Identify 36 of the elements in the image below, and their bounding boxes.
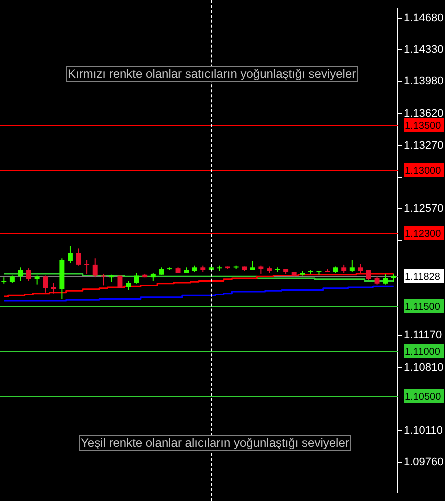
candlestick [118, 275, 123, 289]
candlestick [250, 260, 256, 271]
y-tick-label: 1.11170 [404, 329, 442, 342]
candlestick [92, 258, 98, 278]
candlestick [26, 268, 32, 282]
y-tick-label: 1.13270 [404, 140, 444, 152]
candlestick [51, 282, 56, 294]
y-tick-label: 1.10110 [404, 425, 443, 438]
annotation: Kırmızı renkte olanlar satıcıların yoğunlaştığı seviyeler [66, 66, 358, 82]
ref-line-label: 1.11000 [405, 346, 441, 358]
ref-line-label: 1.10500 [405, 392, 442, 403]
ref-line-label: 1.12300 [405, 228, 442, 240]
ref-line-label: 1.11828 [405, 272, 441, 283]
candlestick [34, 275, 40, 286]
y-tick-label: 1.14680 [404, 12, 444, 25]
annotation: Yeşil renkte olanlar alıcıların yoğunlaştığı seviyeler [79, 435, 352, 451]
ref-line-label: 1.11500 [405, 302, 441, 313]
candlestick [68, 245, 73, 264]
candlestick [358, 264, 364, 274]
candlestick [76, 248, 82, 266]
y-tick-label: 1.09760 [404, 456, 444, 469]
candlestick [383, 273, 388, 286]
ref-line-label: 1.13500 [405, 120, 442, 132]
y-tick-label: 1.13980 [404, 76, 444, 88]
candlestick [126, 280, 132, 291]
candlestick [43, 275, 48, 294]
y-tick-label: 1.10810 [404, 362, 444, 374]
candlestick [350, 260, 355, 273]
y-tick-label: 1.12570 [404, 203, 444, 216]
candlestick [84, 260, 90, 274]
candlestick [18, 267, 24, 282]
ref-line-label: 1.13000 [405, 166, 442, 177]
y-tick-label: 1.14330 [404, 44, 444, 56]
y-tick-label: 1.13620 [404, 108, 444, 120]
candlestick [101, 273, 106, 286]
candlestick [134, 272, 140, 284]
